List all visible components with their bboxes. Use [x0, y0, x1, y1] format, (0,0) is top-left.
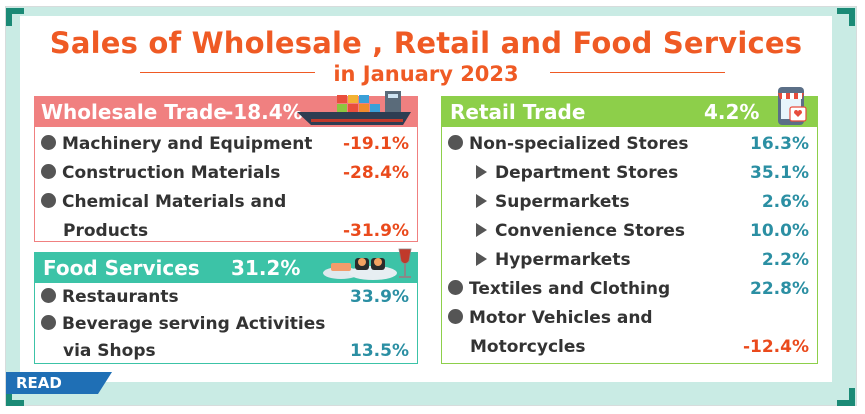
food-row: via Shops 13.5%: [41, 339, 409, 365]
row-value: -19.1%: [342, 134, 409, 154]
title-rule-right: [550, 72, 725, 73]
row-label: Convenience Stores: [495, 221, 686, 241]
triangle-bullet-icon: [476, 223, 487, 237]
bullet-icon: [41, 135, 56, 150]
food-panel: Food Services 31.2% Restaurants 33.9% Be…: [34, 248, 418, 365]
row-label: Motor Vehicles and: [469, 308, 653, 328]
read-button[interactable]: READ: [6, 372, 112, 394]
main-title: Sales of Wholesale , Retail and Food Ser…: [49, 26, 803, 60]
row-label: Hypermarkets: [495, 250, 631, 270]
sub-title: in January 2023: [333, 62, 519, 86]
row-label: Products: [63, 221, 149, 241]
row-value: 2.2%: [761, 250, 809, 270]
retail-row: Non-specialized Stores 16.3%: [448, 132, 809, 158]
retail-row: Textiles and Clothing 22.8%: [448, 277, 809, 303]
row-label: Supermarkets: [495, 192, 630, 212]
row-label: Machinery and Equipment: [62, 134, 313, 154]
retail-row: Motorcycles -12.4%: [448, 335, 809, 361]
bullet-icon: [448, 280, 463, 295]
bullet-icon: [41, 288, 56, 303]
bullet-icon: [448, 309, 463, 324]
wholesale-panel: Wholesale Trade -18.4% Machinery and Equ…: [34, 91, 418, 245]
content-card: Sales of Wholesale , Retail and Food Ser…: [20, 16, 832, 382]
row-label: Motorcycles: [470, 337, 586, 357]
wholesale-row: Machinery and Equipment -19.1%: [41, 132, 409, 158]
retail-row: Supermarkets 2.6%: [448, 190, 809, 216]
triangle-bullet-icon: [476, 165, 487, 179]
row-value: 35.1%: [750, 163, 809, 183]
row-label: Restaurants: [62, 287, 179, 307]
bullet-icon: [41, 315, 56, 330]
wholesale-row: Construction Materials -28.4%: [41, 161, 409, 187]
retail-row: Convenience Stores 10.0%: [448, 219, 809, 245]
retail-row: Hypermarkets 2.2%: [448, 248, 809, 274]
title-rule-left: [140, 72, 315, 73]
wholesale-row: Chemical Materials and: [41, 190, 409, 216]
row-value: -12.4%: [742, 337, 809, 357]
bullet-icon: [41, 193, 56, 208]
retail-row: Department Stores 35.1%: [448, 161, 809, 187]
retail-label: Retail Trade: [450, 100, 586, 124]
wholesale-row: Products -31.9%: [41, 219, 409, 245]
row-value: 2.6%: [761, 192, 809, 212]
row-label: Non-specialized Stores: [469, 134, 689, 154]
bullet-icon: [41, 164, 56, 179]
corner-top-right: [837, 8, 855, 26]
shop-phone-icon: [778, 87, 807, 125]
corner-bottom-right: [837, 388, 855, 406]
row-label: Construction Materials: [62, 163, 281, 183]
row-value: 13.5%: [350, 341, 409, 361]
cargo-ship-icon: [297, 91, 411, 125]
row-value: 33.9%: [350, 287, 409, 307]
wholesale-value: -18.4%: [225, 100, 303, 124]
row-label: via Shops: [63, 341, 156, 361]
corner-bottom-left: [6, 388, 24, 406]
row-label: Textiles and Clothing: [469, 279, 671, 299]
row-value: 22.8%: [750, 279, 809, 299]
food-row: Beverage serving Activities: [41, 312, 409, 338]
wholesale-label: Wholesale Trade: [41, 100, 227, 124]
triangle-bullet-icon: [476, 194, 487, 208]
triangle-bullet-icon: [476, 252, 487, 266]
corner-top-left: [6, 8, 24, 26]
read-label: READ: [16, 374, 62, 392]
row-value: 16.3%: [750, 134, 809, 154]
retail-row: Motor Vehicles and: [448, 306, 809, 332]
retail-panel: Retail Trade 4.2% Non-specialized Stores…: [441, 87, 818, 364]
retail-header: Retail Trade 4.2%: [442, 97, 817, 127]
food-value: 31.2%: [231, 256, 301, 280]
row-value: -28.4%: [342, 163, 409, 183]
row-value: 10.0%: [750, 221, 809, 241]
food-label: Food Services: [43, 256, 200, 280]
row-value: -31.9%: [342, 221, 409, 241]
row-label: Chemical Materials and: [62, 192, 287, 212]
food-row: Restaurants 33.9%: [41, 285, 409, 311]
food-header: Food Services 31.2%: [35, 253, 417, 283]
row-label: Department Stores: [495, 163, 679, 183]
bullet-icon: [448, 135, 463, 150]
retail-value: 4.2%: [704, 100, 760, 124]
row-label: Beverage serving Activities: [62, 314, 326, 334]
sushi-wine-icon: [323, 248, 412, 280]
